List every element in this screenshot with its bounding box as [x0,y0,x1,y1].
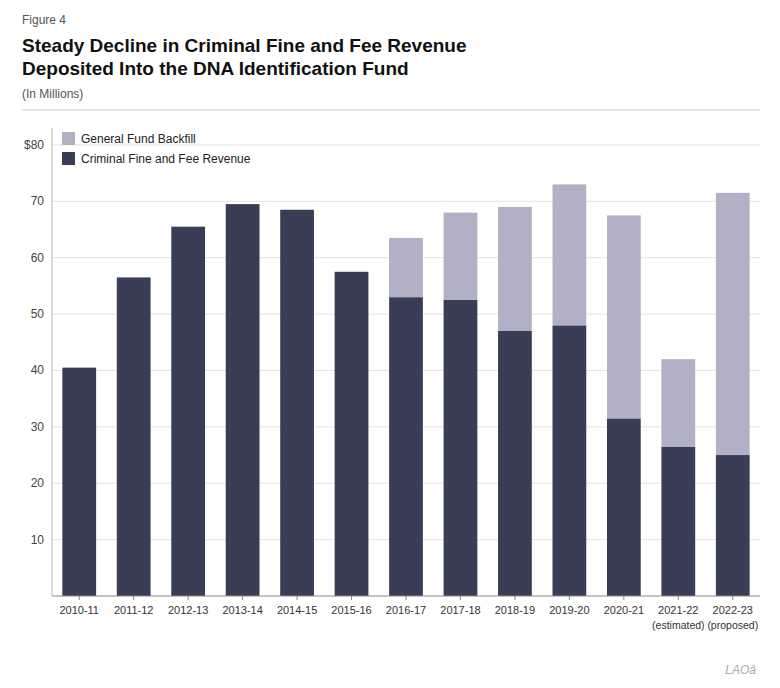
bar [389,238,423,297]
bar [62,368,96,596]
x-tick [242,596,243,600]
x-tick [514,596,515,600]
series [62,204,749,596]
x-tick-label: 2012-13 [168,604,208,616]
bar [444,300,478,596]
x-tick-label: 2015-16 [331,604,371,616]
bar [661,447,695,596]
x-tick-label: 2014-15 [277,604,317,616]
legend: General Fund Backfill Criminal Fine and F… [62,132,251,166]
x-tick-label: 2018-19 [495,604,535,616]
header-rule [22,110,760,111]
y-tick-label: 50 [31,307,45,321]
x-tick [623,596,624,600]
y-axis-line [52,128,53,596]
chart-container: Figure 4 Steady Decline in Criminal Fine … [0,0,780,688]
title: Steady Decline in Criminal Fine and Fee … [22,35,467,56]
x-tick [297,596,298,600]
legend-swatch [62,132,75,145]
y-tick-label: $80 [24,138,44,152]
x-tick [406,596,407,600]
y-tick-label: 20 [31,476,45,490]
bars [62,184,749,596]
bar [444,213,478,300]
bar [498,331,532,596]
bar [716,193,750,455]
bar [62,367,96,368]
legend-swatch [62,152,75,165]
legend-label: General Fund Backfill [81,132,196,146]
x-tick [79,596,80,600]
x-tick-label: 2022-23 [713,604,753,616]
bar [171,227,205,596]
x-tick [460,596,461,600]
series [389,184,750,455]
bar [498,207,532,331]
y-tick-label: 30 [31,420,45,434]
x-tick [133,596,134,600]
x-tick-label: 2010-11 [59,604,99,616]
bar [335,272,369,596]
subtitle: (In Millions) [22,87,83,101]
x-tick [678,596,679,600]
annotation: (estimated) [652,619,705,631]
bar [335,271,369,272]
bar [553,325,587,596]
x-tick-label: 2020-21 [604,604,644,616]
x-tick [188,596,189,600]
bar [280,210,314,596]
x-tick-label: 2019-20 [549,604,589,616]
x-tick-label: 2021-22 [658,604,698,616]
x-tick-label: 2017-18 [440,604,480,616]
x-tick-label: 2011-12 [114,604,154,616]
watermark: LAOâ [725,663,756,677]
bar [607,215,641,418]
y-tick-label: 10 [31,533,45,547]
bar [117,277,151,596]
bar [716,455,750,596]
bar [226,204,260,205]
grid-line [52,201,760,202]
title: Deposited Into the DNA Identification Fu… [22,58,409,79]
x-axis: 2010-11 2011-12 2012-13 2013-14 2014-15 2015-… [52,596,760,631]
bar [389,297,423,596]
y-tick-label: 60 [31,251,45,265]
bar [280,209,314,210]
x-tick [732,596,733,600]
y-tick-label: 70 [31,194,45,208]
x-tick-label: 2013-14 [222,604,262,616]
bar [553,184,587,325]
x-tick [569,596,570,600]
annotation: (proposed) [707,619,758,631]
bar [226,204,260,596]
y-tick-label: 40 [31,363,45,377]
x-tick-label: 2016-17 [386,604,426,616]
bar [171,226,205,227]
chart: Figure 4 Steady Decline in Criminal Fine … [0,0,780,688]
bar [607,418,641,596]
bar [661,359,695,446]
x-tick [351,596,352,600]
legend-label: Criminal Fine and Fee Revenue [81,152,251,166]
figure-label: Figure 4 [22,13,66,27]
bar [117,277,151,278]
y-axis: 10 20 30 40 50 60 70 $80 [24,128,52,596]
